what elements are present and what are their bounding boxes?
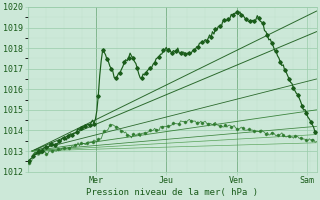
X-axis label: Pression niveau de la mer( hPa ): Pression niveau de la mer( hPa ) bbox=[86, 188, 258, 197]
